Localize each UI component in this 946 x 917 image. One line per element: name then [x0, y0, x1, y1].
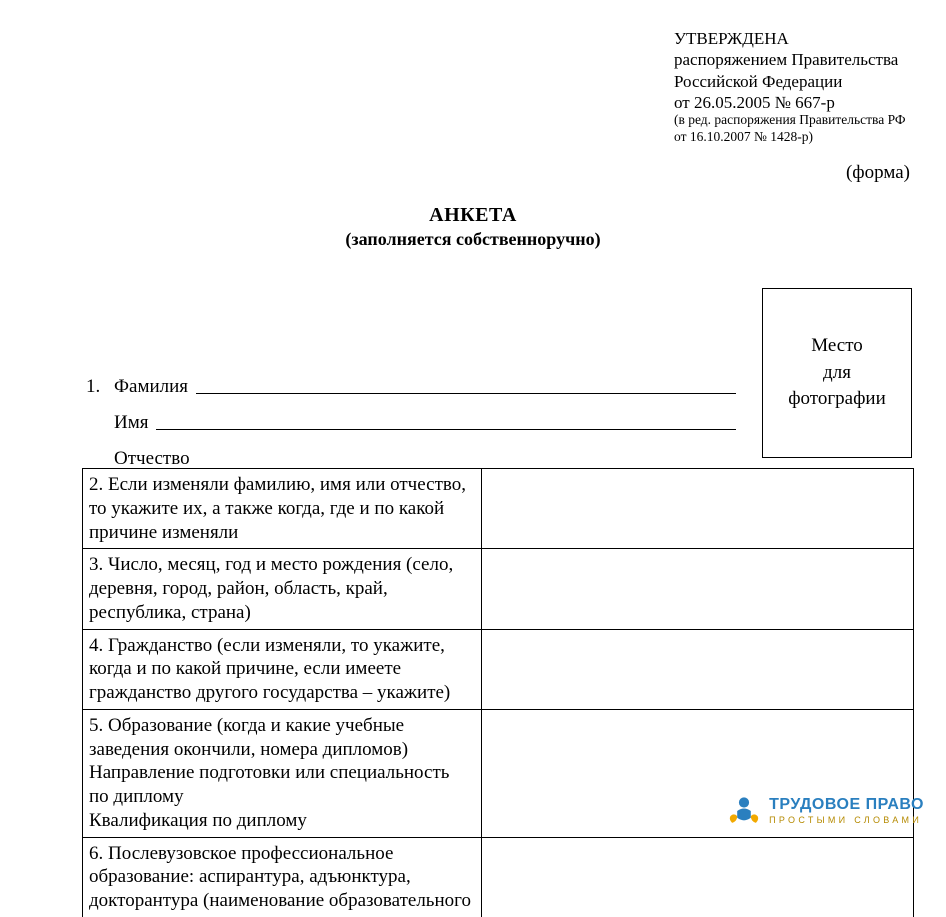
table-row: 2. Если изменяли фамилию, имя или отчест… — [82, 469, 914, 549]
approval-line2: распоряжением Правительства — [674, 49, 934, 70]
surname-line — [196, 393, 736, 394]
row-2-value — [482, 469, 914, 548]
watermark: ТРУДОВОЕ ПРАВО ПРОСТЫМИ СЛОВАМИ — [727, 794, 924, 828]
watermark-main: ТРУДОВОЕ ПРАВО — [769, 797, 924, 813]
amendment-line2: от 16.10.2007 № 1428-р) — [674, 129, 934, 146]
approval-block: УТВЕРЖДЕНА распоряжением Правительства Р… — [674, 28, 934, 113]
approval-line3: Российской Федерации — [674, 71, 934, 92]
row-6-label: 6. Послевузовское профессиональное образ… — [82, 838, 482, 917]
table-row: 3. Число, месяц, год и место рождения (с… — [82, 549, 914, 629]
document-page: УТВЕРЖДЕНА распоряжением Правительства Р… — [0, 0, 946, 846]
watermark-text: ТРУДОВОЕ ПРАВО ПРОСТЫМИ СЛОВАМИ — [769, 797, 924, 825]
amendment-line1: (в ред. распоряжения Правительства РФ — [674, 112, 934, 129]
name-fields: 1. Фамилия Имя Отчество — [86, 370, 736, 470]
form-label: (форма) — [846, 162, 910, 184]
row-4-label: 4. Гражданство (если изменяли, то укажит… — [82, 630, 482, 709]
row-4-value — [482, 630, 914, 709]
patronymic-label: Отчество — [114, 448, 198, 470]
row-3-value — [482, 549, 914, 628]
title-main: АНКЕТА — [0, 204, 946, 227]
questionnaire-table: 2. Если изменяли фамилию, имя или отчест… — [82, 468, 914, 917]
row-3-label: 3. Число, месяц, год и место рождения (с… — [82, 549, 482, 628]
approval-line1: УТВЕРЖДЕНА — [674, 28, 934, 49]
patronymic-row: Отчество — [86, 442, 736, 470]
row-6-value — [482, 838, 914, 917]
amendment-block: (в ред. распоряжения Правительства РФ от… — [674, 112, 934, 146]
name-row: Имя — [86, 406, 736, 434]
name-label: Имя — [114, 412, 156, 434]
table-row: 6. Послевузовское профессиональное образ… — [82, 838, 914, 917]
field-number: 1. — [86, 376, 114, 398]
name-line — [156, 429, 736, 430]
title-sub: (заполняется собственноручно) — [0, 229, 946, 250]
photo-placeholder: Место для фотографии — [762, 288, 912, 458]
surname-label: Фамилия — [114, 376, 196, 398]
row-2-label: 2. Если изменяли фамилию, имя или отчест… — [82, 469, 482, 548]
photo-placeholder-text: Место для фотографии — [788, 333, 886, 413]
watermark-sub: ПРОСТЫМИ СЛОВАМИ — [769, 816, 924, 825]
table-row: 4. Гражданство (если изменяли, то укажит… — [82, 630, 914, 710]
surname-row: 1. Фамилия — [86, 370, 736, 398]
watermark-icon — [727, 794, 761, 828]
approval-line4: от 26.05.2005 № 667-р — [674, 92, 934, 113]
title-block: АНКЕТА (заполняется собственноручно) — [0, 204, 946, 250]
row-5-label: 5. Образование (когда и какие учебные за… — [82, 710, 482, 837]
